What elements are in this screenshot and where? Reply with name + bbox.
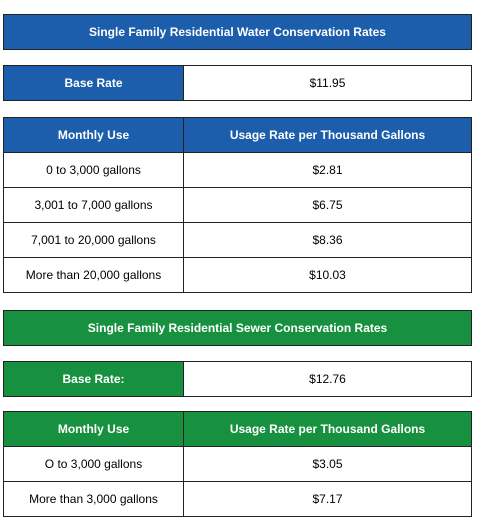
usage-range: 7,001 to 20,000 gallons [3, 222, 184, 258]
base-rate-label: Base Rate [3, 65, 184, 101]
usage-rate: $7.17 [183, 481, 472, 517]
base-rate-value: $12.76 [183, 361, 472, 397]
usage-rate: $6.75 [183, 187, 472, 223]
usage-rate: $10.03 [183, 257, 472, 293]
column-header: Monthly Use [3, 411, 184, 447]
usage-range: 3,001 to 7,000 gallons [3, 187, 184, 223]
usage-range: O to 3,000 gallons [3, 446, 184, 482]
column-header: Monthly Use [3, 117, 184, 153]
usage-rate: $2.81 [183, 152, 472, 188]
section-title: Single Family Residential Sewer Conserva… [3, 310, 472, 346]
base-rate-label: Base Rate: [3, 361, 184, 397]
usage-rate: $8.36 [183, 222, 472, 258]
usage-rate: $3.05 [183, 446, 472, 482]
base-rate-value: $11.95 [183, 65, 472, 101]
usage-range: More than 3,000 gallons [3, 481, 184, 517]
usage-range: 0 to 3,000 gallons [3, 152, 184, 188]
section-title: Single Family Residential Water Conserva… [3, 14, 472, 50]
column-header: Usage Rate per Thousand Gallons [183, 411, 472, 447]
column-header: Usage Rate per Thousand Gallons [183, 117, 472, 153]
usage-range: More than 20,000 gallons [3, 257, 184, 293]
